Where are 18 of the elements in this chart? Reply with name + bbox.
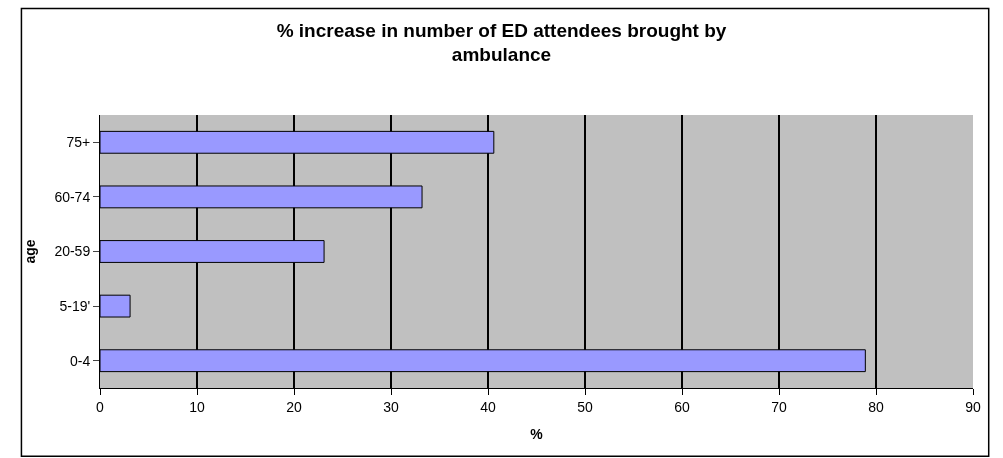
x-tick-label: 70	[771, 398, 787, 415]
x-tick-label: 90	[965, 398, 981, 415]
y-tick-label: 0-4	[69, 352, 91, 369]
y-tick-label: 20-59	[54, 243, 91, 260]
y-tick-label: 75+	[66, 134, 91, 151]
x-tick-label: 20	[286, 398, 302, 415]
x-tick-label: 60	[674, 398, 690, 415]
x-tick-label: 30	[383, 398, 399, 415]
y-tick-label: 5-19'	[59, 298, 91, 314]
x-tick-label: 40	[480, 398, 496, 415]
y-axis-title: age	[21, 239, 38, 264]
y-tick-label: 60-74	[54, 188, 91, 205]
x-tick-label: 0	[96, 398, 105, 415]
x-tick-label: 80	[868, 398, 884, 415]
x-tick-label: 50	[577, 398, 593, 415]
x-tick-label: 10	[189, 398, 205, 415]
x-axis-title: %	[530, 426, 544, 443]
chart-title: % increase in number of ED attendees brought by ambulance	[276, 19, 727, 66]
